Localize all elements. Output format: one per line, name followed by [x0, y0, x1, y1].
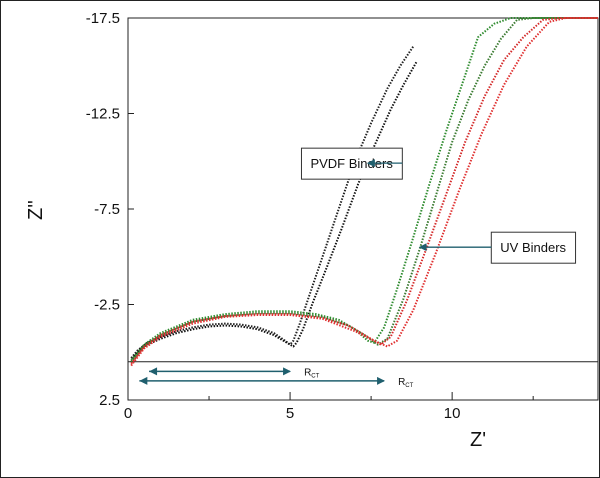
x-tick-label: 5 — [286, 405, 294, 422]
rct-markers: RCT RCT — [139, 367, 414, 389]
annotation-box-1 — [490, 231, 577, 264]
y-tick-label: -7.5 — [94, 201, 120, 218]
series-line-uv-4 — [130, 17, 598, 365]
y-axis: -17.5 -12.5 -7.5 -2.5 2.5 — [86, 10, 134, 409]
y-tick-label: -2.5 — [94, 297, 120, 314]
annotation-label-1: UV Binders — [500, 240, 566, 255]
x-axis-label: Z' — [470, 429, 486, 451]
series-line-uv-3 — [130, 17, 598, 363]
rct-label-1: RCT — [398, 377, 414, 389]
y-tick-label: -12.5 — [86, 106, 120, 123]
series-line-pvdf-0 — [130, 46, 415, 359]
plot-area-border — [127, 17, 599, 401]
rct-arrow-start-0 — [149, 367, 158, 376]
rct-arrow-start-1 — [139, 376, 148, 385]
series-line-uv-2 — [130, 17, 598, 361]
rct-label-0: RCT — [304, 367, 320, 379]
x-axis: 0 5 10 — [124, 392, 534, 422]
y-tick-label: -17.5 — [86, 10, 120, 27]
x-tick-label: 0 — [124, 405, 132, 422]
y-tick-label: 2.5 — [99, 392, 120, 409]
series-line-pvdf-1 — [130, 61, 418, 363]
series-line-uv-5 — [130, 17, 598, 367]
x-tick-label: 10 — [444, 405, 461, 422]
series-group — [130, 17, 598, 367]
y-axis-label: Z'' — [25, 200, 47, 220]
